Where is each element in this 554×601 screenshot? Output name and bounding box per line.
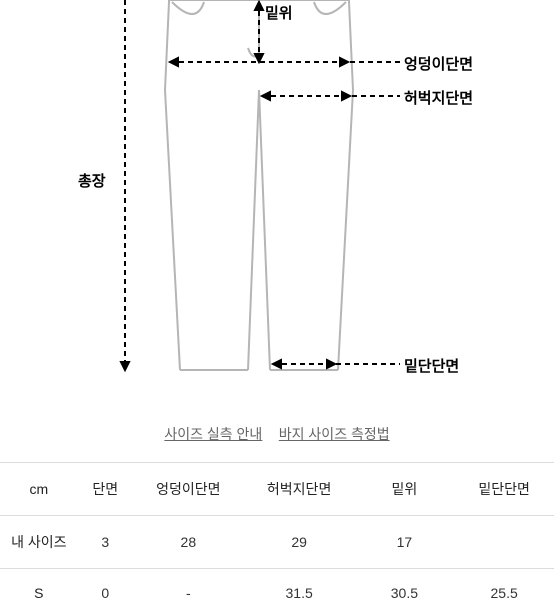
cell: 25.5 — [454, 569, 554, 601]
row-label: S — [0, 569, 78, 601]
col-header: 엉덩이단면 — [133, 463, 244, 516]
label-length: 총장 — [78, 170, 106, 191]
table-row: 내 사이즈3282917 — [0, 516, 554, 569]
cell: 30.5 — [355, 569, 455, 601]
label-hip: 엉덩이단면 — [404, 53, 473, 74]
table-row: S0-31.530.525.5 — [0, 569, 554, 601]
col-unit: cm — [0, 463, 78, 516]
cell — [454, 516, 554, 569]
col-header: 밑단단면 — [454, 463, 554, 516]
label-hem: 밑단단면 — [404, 355, 459, 376]
cell: - — [133, 569, 244, 601]
label-thigh: 허벅지단면 — [404, 87, 473, 108]
cell: 0 — [78, 569, 133, 601]
row-label: 내 사이즈 — [0, 516, 78, 569]
link-measure-howto[interactable]: 바지 사이즈 측정법 — [279, 426, 390, 442]
col-header: 허벅지단면 — [244, 463, 355, 516]
cell: 29 — [244, 516, 355, 569]
col-header: 단면 — [78, 463, 133, 516]
cell: 3 — [78, 516, 133, 569]
help-links: 사이즈 실측 안내 바지 사이즈 측정법 — [0, 424, 554, 444]
size-table: cm단면엉덩이단면허벅지단면밑위밑단단면 내 사이즈3282917S0-31.5… — [0, 462, 554, 601]
cell: 31.5 — [244, 569, 355, 601]
cell: 17 — [355, 516, 455, 569]
col-header: 밑위 — [355, 463, 455, 516]
pants-diagram: 밑위 엉덩이단면 허벅지단면 총장 밑단단면 — [0, 0, 554, 420]
link-size-guide[interactable]: 사이즈 실측 안내 — [164, 426, 262, 442]
cell: 28 — [133, 516, 244, 569]
label-rise: 밑위 — [265, 2, 293, 23]
